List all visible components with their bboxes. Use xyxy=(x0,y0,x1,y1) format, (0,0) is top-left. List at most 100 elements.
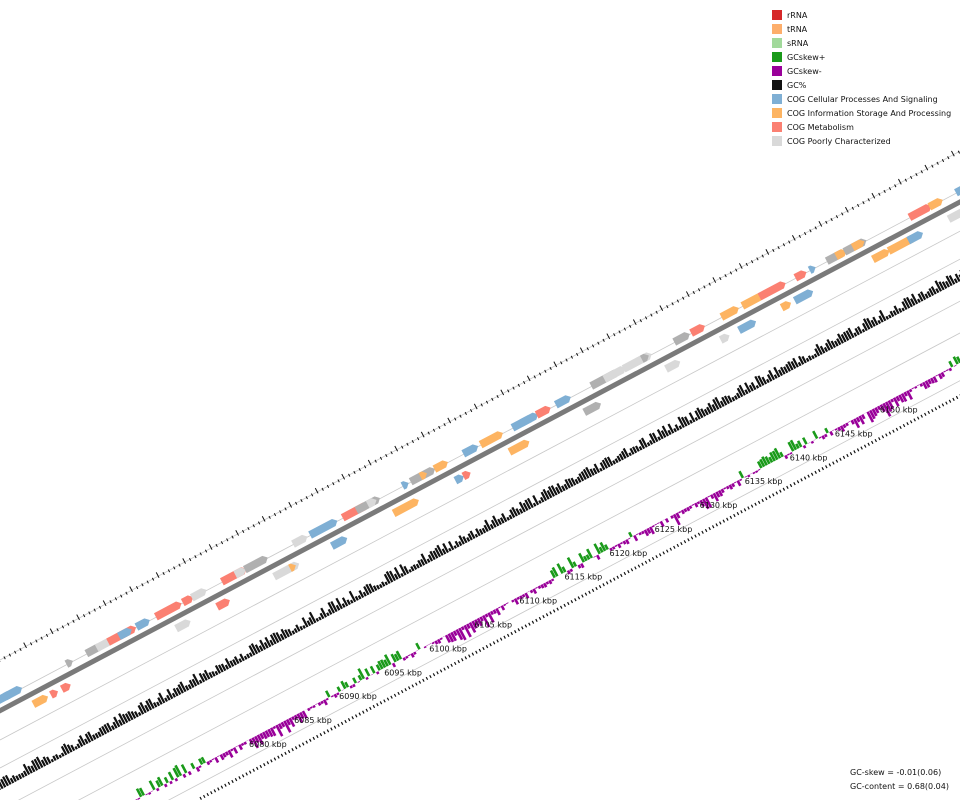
inner-tick xyxy=(294,746,298,750)
gc-skew-bar xyxy=(402,657,407,661)
inner-tick xyxy=(934,407,938,411)
gc-skew-bar xyxy=(240,742,245,747)
inner-tick xyxy=(517,628,521,632)
gc-skew-bar xyxy=(474,619,480,627)
gc-skew-bar xyxy=(550,578,555,582)
outer-tick xyxy=(358,468,361,472)
outer-tick xyxy=(72,619,75,623)
inner-tick xyxy=(206,792,210,797)
inner-tick xyxy=(552,609,556,613)
inner-tick xyxy=(821,467,824,471)
inner-tick xyxy=(461,658,464,662)
gc-skew-bar xyxy=(369,665,376,674)
inner-tick xyxy=(584,592,588,596)
inner-tick xyxy=(835,459,839,463)
gc-skew-bar xyxy=(728,484,734,490)
inner-tick xyxy=(482,646,485,651)
outer-tick xyxy=(825,220,828,224)
inner-tick xyxy=(634,566,637,570)
outer-tick xyxy=(204,549,208,553)
outer-tick xyxy=(76,614,80,621)
inner-tick xyxy=(892,429,895,433)
outer-tick xyxy=(261,515,266,522)
axis-tick-label: 6085 kbp xyxy=(294,716,332,725)
gc-skew-bar xyxy=(680,509,686,515)
gc-skew-bar xyxy=(712,492,720,502)
gc-skew-bar xyxy=(755,470,759,474)
gc-skew-bar xyxy=(884,401,893,412)
gc-skew-bar xyxy=(524,592,530,599)
outer-tick xyxy=(348,473,351,477)
inner-tick xyxy=(719,521,722,525)
outer-tick xyxy=(432,428,436,432)
outer-tick xyxy=(337,479,340,483)
gc-skew-bar xyxy=(206,761,211,766)
cog-feature xyxy=(737,319,757,334)
gc-skew-bar xyxy=(349,685,353,689)
gc-skew-bar xyxy=(484,613,489,618)
gc-skew-bar xyxy=(853,418,861,429)
outer-tick xyxy=(226,538,229,542)
outer-tick xyxy=(931,164,934,168)
cog-feature xyxy=(906,231,923,245)
gc-skew-bar xyxy=(155,787,160,792)
inner-tick xyxy=(902,423,906,428)
outer-tick xyxy=(782,243,786,247)
outer-tick xyxy=(576,352,579,356)
legend-item: COG Poorly Characterized xyxy=(772,134,951,148)
gc-skew-bar xyxy=(945,369,949,372)
inner-tick xyxy=(386,697,390,701)
outer-tick xyxy=(682,296,685,300)
cog-feature xyxy=(461,444,479,458)
gc-content-track xyxy=(0,269,960,790)
inner-tick xyxy=(351,716,354,720)
gc-skew-bar xyxy=(269,727,277,737)
legend-label: COG Cellular Processes And Signaling xyxy=(787,94,938,104)
inner-tick xyxy=(203,794,206,799)
inner-tick xyxy=(436,671,439,675)
outer-tick xyxy=(182,558,186,564)
inner-tick xyxy=(400,689,404,694)
gc-skew-bar xyxy=(609,547,613,552)
inner-tick xyxy=(856,448,860,452)
outer-tick xyxy=(738,263,743,269)
outer-tick xyxy=(247,527,250,531)
outer-tick xyxy=(173,566,176,570)
inner-tick xyxy=(535,618,538,622)
gc-skew-bar xyxy=(500,605,506,611)
gc-skew-bar xyxy=(898,394,905,403)
outer-tick xyxy=(135,586,139,590)
cog-feature xyxy=(329,536,348,550)
outer-tick xyxy=(814,226,817,230)
cog-feature xyxy=(453,474,464,485)
outer-tick xyxy=(894,184,897,188)
gc-skew-bar xyxy=(769,451,776,462)
gc-skew-bar xyxy=(439,637,443,641)
gc-skew-bar xyxy=(309,706,313,709)
outer-tick xyxy=(803,232,807,236)
outer-tick xyxy=(818,220,823,227)
inner-tick xyxy=(506,633,510,637)
stats-panel: GC-skew = -0.01(0.06) GC-content = 0.68(… xyxy=(850,766,949,794)
inner-tick xyxy=(899,425,902,430)
axis-tick-label: 6095 kbp xyxy=(384,668,422,677)
gc-skew-bar xyxy=(842,423,847,429)
gc-skew-bar xyxy=(812,430,819,440)
gc-skew-bar xyxy=(892,397,900,407)
gc-skew-bar xyxy=(736,480,742,487)
outer-tick xyxy=(49,628,54,635)
inner-tick xyxy=(404,688,407,692)
outer-tick xyxy=(167,569,171,573)
inner-tick xyxy=(920,414,923,418)
inner-tick xyxy=(567,601,570,606)
outer-tick xyxy=(464,411,467,415)
gc-skew-bar xyxy=(858,415,865,425)
inner-tick xyxy=(796,480,800,484)
gc-skew-bar xyxy=(709,494,715,500)
gc-skew-bar xyxy=(450,631,457,642)
gc-content-stat: GC-content = 0.68(0.04) xyxy=(850,782,949,791)
inner-tick xyxy=(620,573,623,578)
outer-tick xyxy=(845,206,849,213)
gc-skew-bar xyxy=(251,737,260,749)
outer-tick xyxy=(871,192,876,199)
